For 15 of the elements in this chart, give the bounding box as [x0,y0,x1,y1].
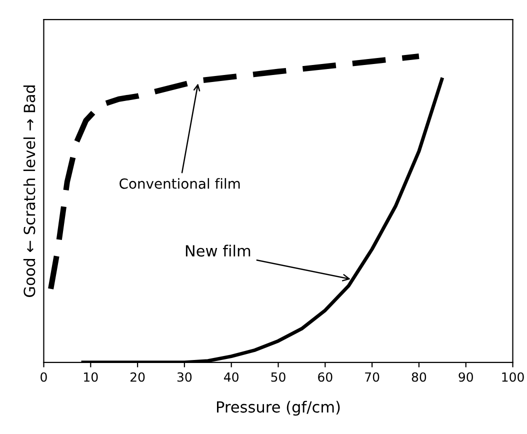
x-tick-label: 20 [130,372,145,382]
x-tick-label: 80 [412,372,426,382]
annotation: Conventional film [120,178,240,189]
x-tick-label: 30 [177,372,192,382]
annotation: New film [186,244,250,257]
x-tick-label: 90 [458,372,473,382]
x-tick-label: 40 [224,372,238,382]
x-tick-label: 70 [365,372,380,382]
x-tick-label: 50 [271,372,286,382]
x-tick-label: 60 [318,372,332,382]
x-tick-label: 100 [502,372,524,382]
x-tick-label: 0 [40,372,47,382]
y-axis-title: Good ← Scratch level → Bad [23,85,36,298]
x-axis-title: Pressure (gf/cm) [217,400,340,416]
x-tick-label: 10 [84,372,98,382]
